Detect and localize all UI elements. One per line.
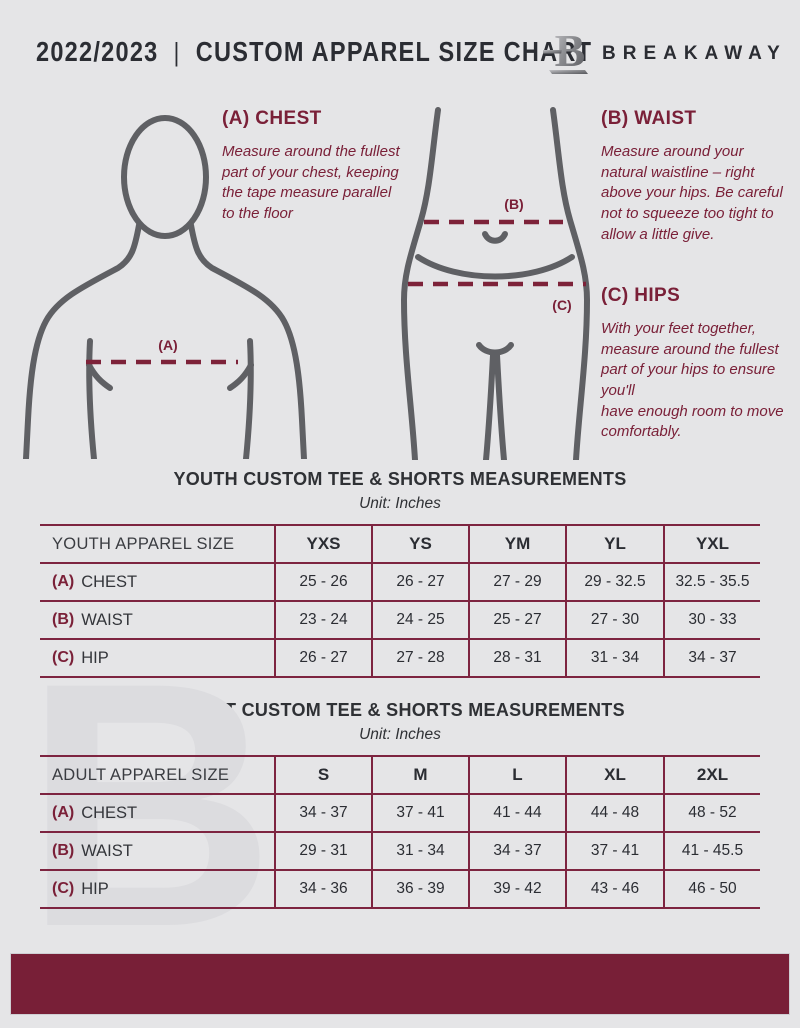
- adult-size-m: M: [371, 755, 468, 795]
- youth-size-ys: YS: [371, 524, 468, 564]
- row-name: WAIST: [81, 841, 133, 860]
- youth-waist-ys: 24 - 25: [371, 602, 468, 640]
- youth-hip-ym: 28 - 31: [468, 640, 565, 678]
- adult-size-table: ADULT APPAREL SIZE S M L XL 2XL (A) CHES…: [40, 755, 760, 909]
- adult-chest-2xl: 48 - 52: [663, 795, 760, 833]
- chest-instructions: Measure around the fullest part of your …: [222, 143, 400, 223]
- youth-header-label: YOUTH APPAREL SIZE: [40, 524, 274, 564]
- adult-header-label: ADULT APPAREL SIZE: [40, 755, 274, 795]
- youth-chest-yxs: 25 - 26: [274, 564, 371, 602]
- adult-hip-l: 39 - 42: [468, 871, 565, 909]
- waist-heading: (B) WAIST: [601, 108, 697, 129]
- page-title: 2022/2023 | CUSTOM APPAREL SIZE CHART: [36, 36, 592, 68]
- row-prefix: (C): [52, 649, 75, 666]
- brand-name: BREAKAWAY: [602, 43, 787, 64]
- adult-waist-s: 29 - 31: [274, 833, 371, 871]
- youth-hip-yxl: 34 - 37: [663, 640, 760, 678]
- youth-chest-ys: 26 - 27: [371, 564, 468, 602]
- adult-chest-xl: 44 - 48: [565, 795, 663, 833]
- adult-waist-l: 34 - 37: [468, 833, 565, 871]
- adult-chest-s: 34 - 37: [274, 795, 371, 833]
- adult-size-xl: XL: [565, 755, 663, 795]
- youth-chest-ym: 27 - 29: [468, 564, 565, 602]
- chest-guide: (A) CHEST Measure around the fullest par…: [222, 108, 402, 225]
- row-name: WAIST: [81, 610, 133, 629]
- adult-row-chest-label: (A) CHEST: [40, 795, 274, 833]
- waist-hips-figure-illustration: (B) (C): [400, 107, 591, 460]
- hips-marker-label: (C): [552, 297, 571, 313]
- chest-figure-illustration: (A): [23, 115, 307, 459]
- youth-waist-yxs: 23 - 24: [274, 602, 371, 640]
- youth-waist-yl: 27 - 30: [565, 602, 663, 640]
- youth-chest-yl: 29 - 32.5: [565, 564, 663, 602]
- youth-row-waist-label: (B) WAIST: [40, 602, 274, 640]
- youth-chest-yxl: 32.5 - 35.5: [663, 564, 760, 602]
- chest-heading: (A) CHEST: [222, 108, 322, 129]
- adult-size-2xl: 2XL: [663, 755, 760, 795]
- adult-waist-m: 31 - 34: [371, 833, 468, 871]
- title-separator: |: [173, 36, 181, 67]
- adult-waist-xl: 37 - 41: [565, 833, 663, 871]
- adult-chest-m: 37 - 41: [371, 795, 468, 833]
- row-name: CHEST: [81, 803, 138, 822]
- row-prefix: (C): [52, 880, 75, 897]
- adult-row-waist-label: (B) WAIST: [40, 833, 274, 871]
- youth-table-unit: Unit: Inches: [359, 495, 441, 512]
- youth-hip-yxs: 26 - 27: [274, 640, 371, 678]
- adult-table-title: ADULT CUSTOM TEE & SHORTS MEASUREMENTS: [175, 700, 625, 720]
- hips-guide: (C) HIPS With your feet together, measur…: [601, 285, 793, 443]
- hips-heading: (C) HIPS: [601, 285, 681, 306]
- youth-size-ym: YM: [468, 524, 565, 564]
- youth-size-yxl: YXL: [663, 524, 760, 564]
- youth-hip-yl: 31 - 34: [565, 640, 663, 678]
- youth-size-table: YOUTH APPAREL SIZE YXS YS YM YL YXL (A) …: [40, 524, 760, 678]
- row-prefix: (A): [52, 573, 75, 590]
- youth-size-yl: YL: [565, 524, 663, 564]
- adult-hip-xl: 43 - 46: [565, 871, 663, 909]
- adult-chest-l: 41 - 44: [468, 795, 565, 833]
- youth-size-yxs: YXS: [274, 524, 371, 564]
- chest-marker-label: (A): [158, 337, 177, 353]
- adult-size-l: L: [468, 755, 565, 795]
- footer-bar: [10, 953, 790, 1015]
- youth-row-hip-label: (C) HIP: [40, 640, 274, 678]
- youth-table-title: YOUTH CUSTOM TEE & SHORTS MEASUREMENTS: [173, 469, 627, 489]
- adult-row-hip-label: (C) HIP: [40, 871, 274, 909]
- adult-size-s: S: [274, 755, 371, 795]
- row-prefix: (B): [52, 842, 75, 859]
- breakaway-logo-icon: B: [543, 26, 588, 76]
- adult-hip-2xl: 46 - 50: [663, 871, 760, 909]
- row-prefix: (A): [52, 804, 75, 821]
- row-prefix: (B): [52, 611, 75, 628]
- youth-row-chest-label: (A) CHEST: [40, 564, 274, 602]
- adult-hip-m: 36 - 39: [371, 871, 468, 909]
- youth-hip-ys: 27 - 28: [371, 640, 468, 678]
- waist-guide: (B) WAIST Measure around your natural wa…: [601, 108, 787, 245]
- row-name: HIP: [81, 879, 109, 898]
- waist-instructions: Measure around your natural waistline – …: [601, 143, 783, 243]
- youth-waist-yxl: 30 - 33: [663, 602, 760, 640]
- waist-marker-label: (B): [504, 196, 523, 212]
- row-name: CHEST: [81, 572, 138, 591]
- title-year: 2022/2023: [36, 36, 159, 67]
- adult-waist-2xl: 41 - 45.5: [663, 833, 760, 871]
- adult-table-unit: Unit: Inches: [359, 726, 441, 743]
- hips-instructions: With your feet together, measure around …: [601, 320, 784, 441]
- watermark-letter: B: [24, 610, 276, 999]
- title-text: CUSTOM APPAREL SIZE CHART: [195, 36, 593, 67]
- adult-hip-s: 34 - 36: [274, 871, 371, 909]
- row-name: HIP: [81, 648, 109, 667]
- youth-waist-ym: 25 - 27: [468, 602, 565, 640]
